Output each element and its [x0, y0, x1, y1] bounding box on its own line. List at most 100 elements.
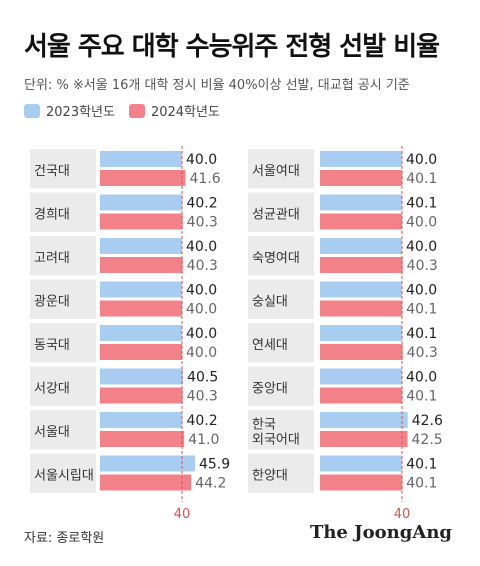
category-label-bg	[30, 410, 96, 450]
bar	[100, 170, 186, 186]
bar	[320, 387, 403, 404]
category-label: 연세대	[252, 338, 288, 353]
category-label-bg	[30, 279, 96, 319]
category-label-bg	[30, 192, 96, 232]
bar	[320, 368, 402, 385]
data-label: 40.0	[406, 152, 437, 168]
bar	[100, 194, 183, 211]
data-label: 40.0	[186, 152, 217, 168]
data-label: 40.1	[406, 196, 437, 212]
category-label: 광운대	[34, 294, 70, 309]
category-label: 숭실대	[252, 294, 288, 309]
category-label-bg	[30, 149, 96, 189]
data-label: 41.6	[190, 171, 221, 187]
category-label: 성균관대	[252, 207, 300, 222]
reference-label: 40	[394, 507, 411, 522]
data-label: 40.1	[406, 302, 437, 318]
category-label-bg	[248, 366, 314, 406]
bar	[320, 213, 402, 230]
bar	[100, 344, 182, 360]
category-label: 한국	[252, 417, 276, 432]
bar	[320, 300, 403, 317]
category-label: 외국어대	[252, 432, 300, 447]
bar	[100, 300, 182, 317]
bar	[320, 412, 408, 428]
category-label: 고려대	[34, 251, 70, 266]
data-label: 40.1	[406, 389, 437, 405]
data-label: 42.6	[412, 413, 443, 429]
data-label: 40.0	[406, 239, 437, 255]
bar	[100, 455, 195, 472]
bar	[320, 151, 402, 167]
bar	[100, 213, 183, 230]
category-label-bg	[30, 323, 96, 363]
bar	[320, 170, 403, 186]
data-label: 40.1	[406, 457, 437, 473]
category-label: 숙명여대	[252, 251, 300, 266]
unit-note: 단위: % ※서울 16개 대학 정시 비율 40%이상 선발, 대교협 공시 …	[24, 78, 410, 93]
legend-label-2023: 2023학년도	[46, 105, 115, 120]
data-label: 40.0	[186, 239, 217, 255]
legend-swatch-2023	[24, 103, 40, 118]
category-label: 중앙대	[252, 381, 288, 396]
data-label: 41.0	[188, 432, 219, 448]
data-label: 40.2	[186, 413, 217, 429]
bar	[100, 151, 182, 167]
brand-logo: The JoongAng	[309, 522, 452, 543]
category-label-bg	[30, 366, 96, 406]
bar	[320, 455, 403, 472]
category-label-bg	[248, 149, 314, 189]
bar	[100, 368, 184, 385]
category-label-bg	[30, 453, 96, 493]
data-label: 40.0	[186, 326, 217, 342]
category-label-bg	[30, 236, 96, 276]
category-label: 건국대	[34, 164, 70, 179]
bar	[100, 325, 182, 341]
category-label-bg	[248, 192, 314, 232]
bar	[320, 257, 403, 273]
data-label: 40.3	[407, 345, 438, 361]
data-label: 40.1	[406, 326, 437, 342]
data-label: 42.5	[412, 432, 443, 448]
category-label-bg	[248, 279, 314, 319]
bar	[320, 431, 408, 447]
data-label: 40.1	[406, 476, 437, 492]
bar	[320, 238, 402, 254]
category-label: 서강대	[34, 381, 70, 396]
bar	[320, 344, 403, 360]
reference-label: 40	[174, 507, 191, 522]
category-label: 경희대	[34, 207, 70, 222]
bar	[320, 194, 403, 211]
legend-item-2023: 2023학년도	[24, 101, 115, 120]
data-label: 40.0	[406, 283, 437, 299]
data-label: 40.3	[187, 258, 218, 274]
category-label: 동국대	[34, 338, 70, 353]
legend: 2023학년도 2024학년도	[24, 101, 234, 120]
data-label: 40.5	[187, 370, 218, 386]
category-label: 한양대	[252, 468, 288, 483]
bar	[320, 325, 403, 341]
bar	[100, 257, 183, 273]
bar	[100, 474, 192, 491]
category-label-bg	[248, 453, 314, 493]
category-label: 서울여대	[252, 164, 300, 179]
legend-swatch-2024	[128, 103, 145, 118]
bar	[100, 412, 183, 428]
data-label: 40.0	[406, 370, 437, 386]
data-label: 40.3	[407, 258, 438, 274]
data-label: 40.3	[187, 389, 218, 405]
category-label-bg	[248, 410, 314, 450]
bar	[100, 238, 182, 254]
data-label: 40.0	[406, 215, 437, 231]
category-label-bg	[248, 323, 314, 363]
category-label: 서울시립대	[34, 468, 94, 483]
bar	[100, 387, 183, 404]
source-note: 자료: 종로학원	[24, 531, 105, 546]
data-label: 40.1	[406, 171, 437, 187]
category-label: 서울대	[34, 425, 70, 440]
data-label: 40.0	[186, 283, 217, 299]
bar	[320, 474, 403, 491]
data-label: 40.0	[186, 302, 217, 318]
data-label: 40.0	[186, 345, 217, 361]
